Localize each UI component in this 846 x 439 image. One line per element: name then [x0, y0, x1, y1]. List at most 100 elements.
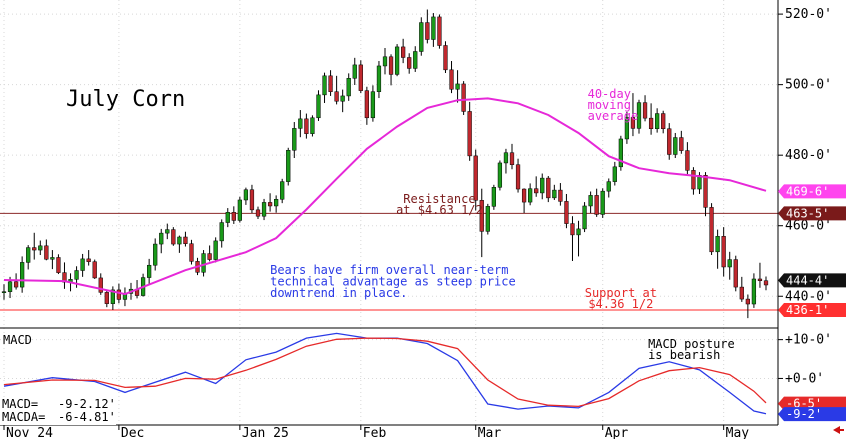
- candle: [364, 86, 369, 125]
- candle: [721, 227, 726, 277]
- candle-body: [624, 117, 630, 140]
- candle-body: [104, 292, 109, 304]
- candle: [280, 178, 285, 204]
- date-tick-label: Nov 24: [6, 426, 53, 439]
- candle-body: [673, 137, 678, 155]
- candle: [594, 188, 599, 217]
- candle: [733, 255, 738, 292]
- candle: [153, 238, 158, 271]
- candle-body: [528, 188, 533, 203]
- candle-body: [110, 289, 115, 304]
- support-badge-shape: [778, 303, 846, 318]
- candle-body: [600, 190, 605, 215]
- candle-body: [642, 102, 648, 119]
- candle: [255, 206, 261, 220]
- candle-body: [261, 202, 267, 217]
- candle-body: [564, 201, 569, 224]
- candle-body: [165, 229, 170, 234]
- candle: [576, 220, 581, 257]
- candle: [62, 262, 67, 289]
- candle-body: [358, 64, 363, 91]
- candle: [534, 176, 539, 197]
- chart-title: July Corn: [66, 87, 185, 112]
- candle: [636, 99, 642, 134]
- candle-body: [394, 46, 400, 75]
- candle: [552, 184, 557, 200]
- candle: [521, 188, 527, 214]
- candle-body: [201, 253, 206, 273]
- candle: [358, 60, 363, 94]
- support-badge-label: 436-1': [786, 303, 829, 317]
- price-badges: 469-6'463-5'444-4'436-1'-6-5'-9-2': [778, 184, 846, 422]
- candle-body: [189, 243, 194, 262]
- candle: [528, 183, 533, 206]
- candle: [189, 239, 194, 265]
- candle-body: [310, 117, 315, 134]
- candle-body: [237, 199, 242, 221]
- candle: [497, 160, 503, 191]
- candle: [231, 206, 236, 224]
- candle-body: [521, 188, 527, 203]
- candle-body: [491, 187, 496, 207]
- support-label-text: $4.36 1/2: [588, 297, 653, 311]
- candle: [763, 276, 769, 291]
- candle-body: [757, 278, 763, 281]
- candle-body: [280, 181, 285, 200]
- macd-posture-text: MACD posture: [648, 337, 735, 351]
- price-tick-label: 520-0': [785, 7, 832, 22]
- ma-badge-shape: [778, 184, 846, 199]
- candle: [540, 173, 545, 200]
- macd-readout-name: MACD=: [2, 397, 38, 411]
- candle-body: [413, 51, 418, 69]
- arrow-left-icon-stem[interactable]: [839, 429, 844, 431]
- comment-text: technical advantage as steep price: [270, 275, 516, 289]
- candle: [267, 193, 273, 212]
- candle-body: [7, 281, 13, 292]
- candle-body: [292, 128, 297, 151]
- candle: [32, 232, 37, 260]
- candle-body: [231, 212, 236, 221]
- macd-panel-title: MACD: [3, 333, 32, 347]
- arrow-left-icon[interactable]: [833, 426, 840, 434]
- macd-readout-value: -9-2.12': [58, 397, 116, 411]
- candle: [292, 122, 297, 159]
- candle-body: [648, 117, 654, 129]
- candle: [92, 259, 97, 279]
- candle-body: [249, 189, 255, 211]
- candle-body: [455, 83, 460, 90]
- candle-body: [255, 209, 261, 217]
- last-price-badge-label: 444-4': [786, 273, 829, 287]
- candle-body: [618, 138, 623, 168]
- candle: [56, 254, 61, 275]
- candle: [274, 195, 279, 213]
- candle: [679, 130, 684, 154]
- macd-tick-label: +10-0': [785, 333, 832, 348]
- candle-body: [183, 236, 188, 244]
- macd-readout-box: [0, 397, 116, 425]
- macd-tick-label: +0-0': [785, 371, 824, 386]
- candle: [455, 70, 460, 103]
- candle-body: [667, 128, 672, 155]
- candle-body: [691, 170, 696, 190]
- date-tick-label: Feb: [363, 426, 387, 439]
- candle: [261, 198, 267, 221]
- candle-body: [74, 270, 79, 280]
- candle: [757, 262, 763, 288]
- candle-body: [552, 189, 557, 199]
- candle-body: [304, 118, 309, 134]
- candle: [745, 294, 750, 319]
- date-tick-label: Jan 25: [242, 426, 289, 439]
- candle-body: [26, 247, 31, 263]
- candle-body: [322, 75, 327, 96]
- candle: [618, 135, 623, 171]
- last-price-badge: 444-4': [778, 273, 846, 288]
- candle: [570, 216, 575, 261]
- candle: [165, 223, 170, 240]
- candle-body: [655, 113, 660, 129]
- candle-body: [449, 69, 454, 90]
- candle: [739, 276, 744, 302]
- candle: [243, 187, 249, 205]
- macd-posture-text: is bearish: [648, 348, 720, 362]
